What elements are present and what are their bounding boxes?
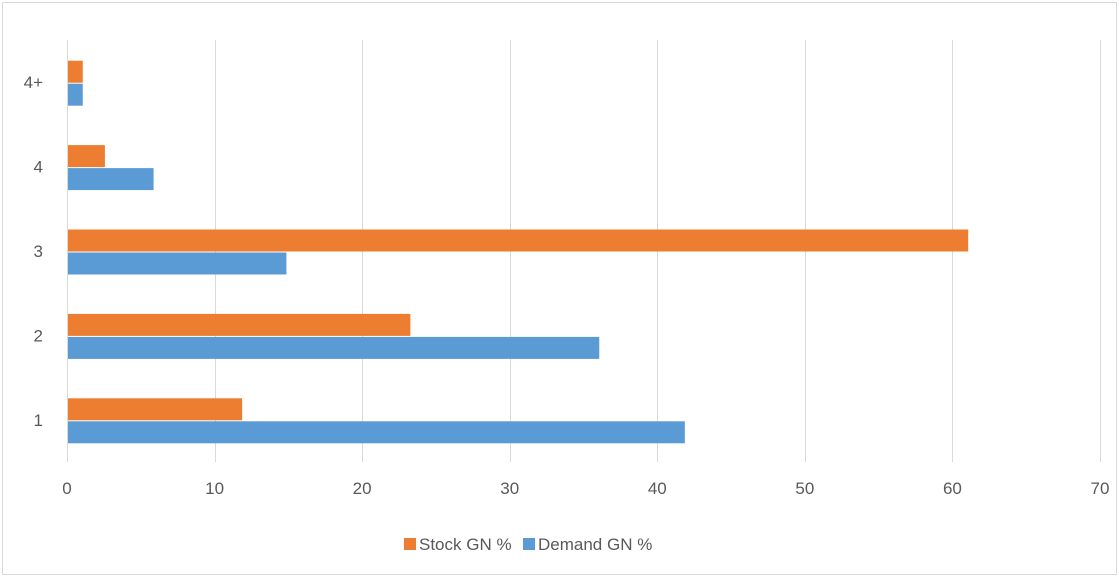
bar-stock-4 [68, 145, 105, 168]
legend-label-stock: Stock GN % [419, 535, 512, 554]
y-tick-label: 3 [34, 242, 43, 261]
bar-stock-2 [68, 313, 411, 336]
bars [68, 60, 969, 444]
y-tick-label: 4+ [24, 73, 43, 92]
y-tick-label: 4 [34, 158, 43, 177]
x-tick-label: 70 [1091, 479, 1110, 498]
x-tick-label: 20 [353, 479, 372, 498]
x-tick-label: 0 [62, 479, 71, 498]
bar-stock-3 [68, 229, 969, 252]
x-tick-label: 50 [795, 479, 814, 498]
bar-demand-4 [68, 168, 154, 191]
x-tick-label: 40 [648, 479, 667, 498]
bar-stock-1 [68, 398, 243, 421]
legend-swatch-demand [523, 538, 535, 550]
bar-stock-4plus [68, 60, 83, 83]
y-tick-label: 1 [34, 411, 43, 430]
legend-swatch-stock [404, 538, 416, 550]
bar-demand-1 [68, 421, 685, 444]
x-tick-label: 30 [500, 479, 519, 498]
x-tick-label: 60 [943, 479, 962, 498]
y-tick-label: 2 [34, 326, 43, 345]
legend: Stock GN % Demand GN % [404, 535, 652, 554]
bar-demand-4plus [68, 83, 83, 106]
legend-label-demand: Demand GN % [538, 535, 652, 554]
bar-demand-3 [68, 252, 287, 275]
axes: 0 10 20 30 40 50 60 70 1 2 3 4 4+ [24, 40, 1110, 498]
bar-demand-2 [68, 336, 600, 359]
x-tick-label: 10 [205, 479, 224, 498]
